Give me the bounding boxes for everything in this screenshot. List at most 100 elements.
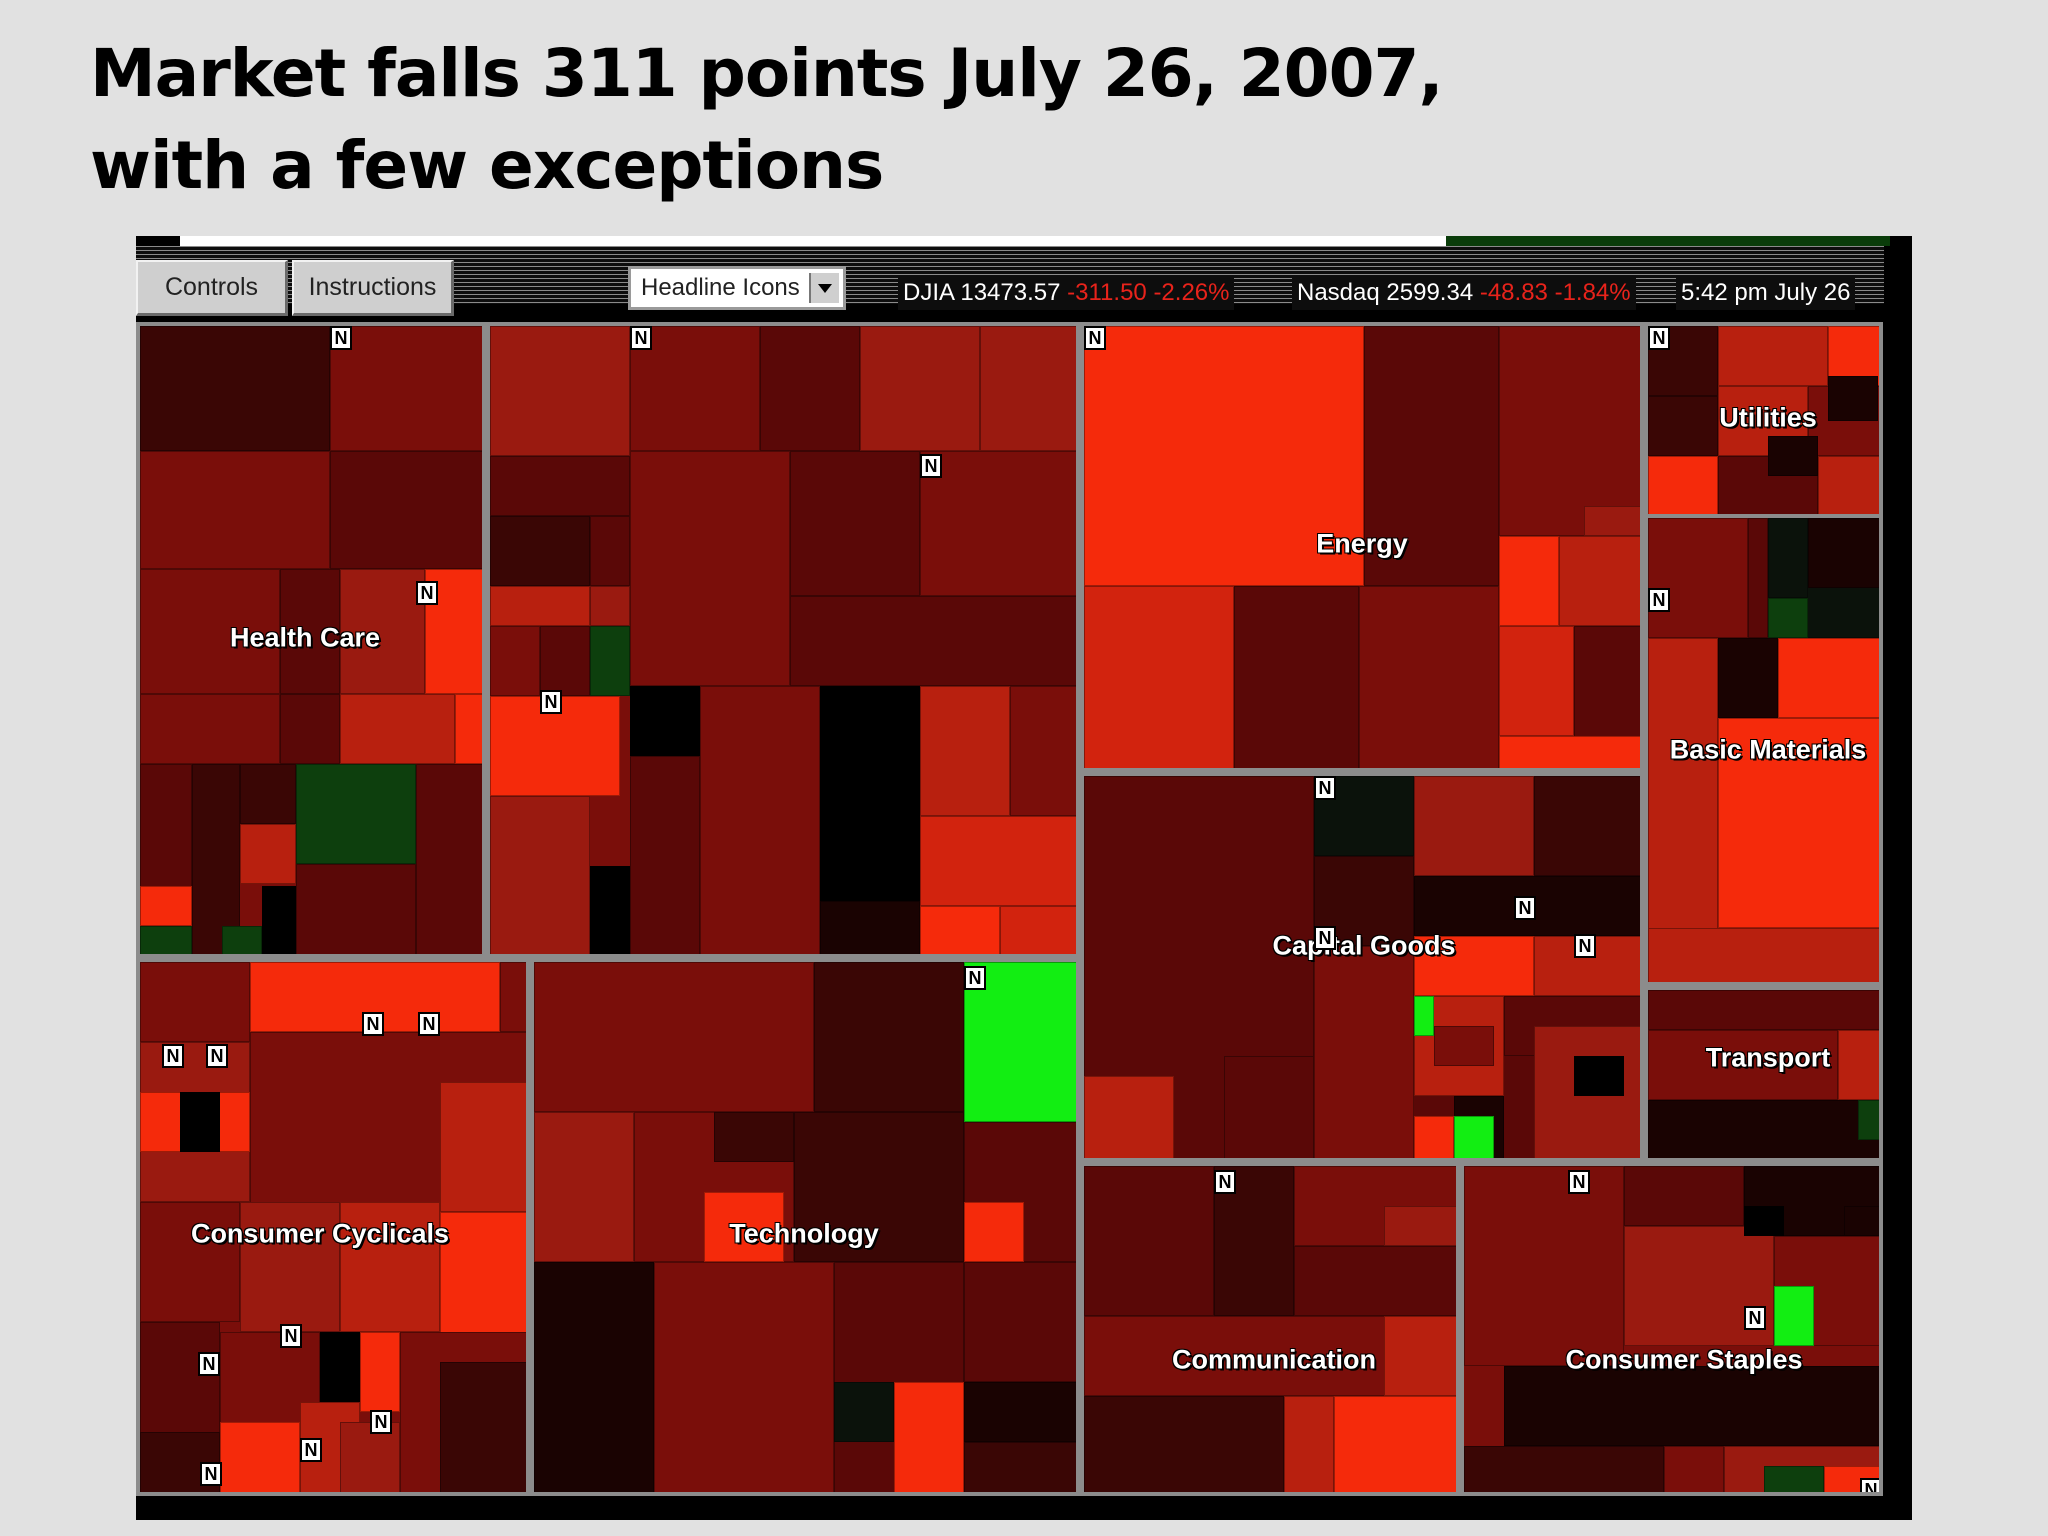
stock-cell[interactable] (240, 1202, 340, 1332)
headline-icon[interactable]: N (1314, 776, 1336, 800)
headline-icon[interactable]: N (540, 690, 562, 714)
headline-icon[interactable]: N (1648, 588, 1670, 612)
stock-cell[interactable] (440, 1362, 526, 1492)
stock-cell[interactable] (1828, 376, 1878, 421)
stock-cell[interactable] (1808, 518, 1879, 588)
stock-cell[interactable] (1844, 1206, 1879, 1236)
sector-financial[interactable]: NNNFinancial (486, 322, 1080, 958)
stock-cell[interactable] (240, 764, 296, 824)
stock-cell[interactable] (490, 326, 630, 456)
stock-cell[interactable] (192, 764, 240, 954)
stock-cell[interactable] (1648, 1030, 1838, 1100)
stock-cell[interactable] (416, 764, 482, 954)
headline-icon[interactable]: N (920, 454, 942, 478)
stock-cell[interactable] (140, 569, 280, 694)
stock-cell[interactable] (1284, 1396, 1334, 1492)
stock-cell[interactable] (1084, 1396, 1284, 1492)
stock-cell[interactable] (630, 686, 700, 756)
stock-cell[interactable] (1534, 776, 1640, 876)
stock-cell[interactable] (814, 962, 964, 1112)
stock-cell[interactable] (630, 451, 790, 686)
stock-cell[interactable] (630, 756, 700, 954)
stock-cell[interactable] (700, 686, 820, 954)
headline-icon[interactable]: N (1648, 326, 1670, 350)
stock-cell[interactable] (1744, 1206, 1784, 1236)
stock-cell[interactable] (280, 694, 340, 764)
stock-cell[interactable] (964, 1442, 1076, 1492)
stock-cell[interactable] (1434, 1026, 1494, 1066)
stock-cell[interactable] (455, 694, 482, 764)
stock-cell[interactable] (590, 516, 630, 586)
stock-cell[interactable] (794, 1112, 964, 1262)
stock-cell[interactable] (1648, 518, 1748, 638)
stock-cell[interactable] (1384, 1316, 1456, 1396)
stock-cell[interactable] (1359, 586, 1499, 768)
stock-cell[interactable] (490, 456, 630, 516)
stock-cell[interactable] (964, 1262, 1076, 1382)
stock-cell[interactable] (1648, 990, 1879, 1030)
stock-cell[interactable] (1584, 506, 1640, 536)
stock-cell[interactable] (1648, 1100, 1879, 1158)
instructions-button[interactable]: Instructions (292, 260, 454, 316)
stock-cell[interactable] (222, 926, 262, 954)
sector-technology[interactable]: N Technology (530, 958, 1080, 1496)
stock-cell[interactable] (1559, 536, 1640, 626)
stock-cell[interactable] (714, 1112, 794, 1162)
stock-cell[interactable] (1778, 638, 1879, 718)
sector-consumer-cyclicals[interactable]: N N N N N N N N N Consumer Cyclicals (136, 958, 530, 1496)
stock-cell[interactable] (1414, 936, 1534, 996)
stock-cell[interactable] (1314, 946, 1414, 1158)
stock-cell[interactable] (1664, 1446, 1724, 1492)
headline-icon[interactable]: N (200, 1462, 222, 1486)
stock-cell[interactable] (540, 626, 590, 696)
stock-cell[interactable] (340, 694, 455, 764)
headline-icon[interactable]: N (206, 1044, 228, 1068)
stock-cell[interactable] (440, 1082, 526, 1212)
stock-cell[interactable] (140, 451, 330, 569)
stock-cell[interactable] (180, 1092, 220, 1152)
headline-icon[interactable]: N (1084, 326, 1106, 350)
stock-cell[interactable] (1648, 638, 1718, 982)
stock-cell[interactable] (1000, 906, 1076, 954)
stock-cell[interactable] (1464, 1446, 1664, 1492)
stock-cell[interactable] (140, 886, 192, 926)
headline-icon[interactable]: N (630, 326, 652, 350)
stock-cell[interactable] (1718, 638, 1778, 718)
stock-cell[interactable] (1499, 326, 1640, 536)
headline-icon[interactable]: N (162, 1044, 184, 1068)
stock-cell[interactable] (1414, 776, 1534, 876)
headline-icon[interactable]: N (1514, 896, 1536, 920)
stock-cell[interactable] (140, 962, 250, 1042)
stock-cell[interactable] (140, 926, 192, 954)
stock-cell[interactable] (760, 326, 860, 451)
stock-cell[interactable] (490, 586, 590, 626)
stock-cell[interactable] (1504, 1366, 1879, 1446)
headline-icon[interactable]: N (1744, 1306, 1766, 1330)
stock-cell[interactable] (140, 1202, 240, 1322)
stock-cell[interactable] (1084, 586, 1234, 768)
stock-cell[interactable] (1648, 928, 1879, 982)
sector-consumer-staples[interactable]: N N N Consumer Staples (1460, 1162, 1883, 1496)
stock-cell[interactable] (1364, 326, 1499, 586)
stock-cell[interactable] (1464, 1166, 1624, 1366)
stock-cell[interactable] (1499, 736, 1640, 768)
headline-icon[interactable]: N (362, 1012, 384, 1036)
headline-icon[interactable]: N (198, 1352, 220, 1376)
stock-cell[interactable] (1334, 1396, 1456, 1492)
stock-cell[interactable] (704, 1192, 784, 1262)
stock-cell[interactable] (220, 1422, 300, 1492)
headline-icon[interactable]: N (370, 1410, 392, 1434)
stock-cell[interactable] (1768, 598, 1808, 638)
stock-cell[interactable] (534, 1262, 654, 1492)
chevron-down-icon[interactable] (809, 273, 839, 303)
stock-cell[interactable] (590, 866, 630, 954)
view-mode-dropdown[interactable]: Headline Icons (628, 266, 846, 310)
stock-cell[interactable] (1499, 536, 1559, 626)
sector-energy[interactable]: N Energy (1080, 322, 1644, 772)
headline-icon[interactable]: N (1214, 1170, 1236, 1194)
stock-cell[interactable] (490, 796, 590, 954)
stock-cell[interactable] (330, 326, 482, 451)
sector-communication[interactable]: N Communication (1080, 1162, 1460, 1496)
stock-cell[interactable] (140, 326, 330, 451)
stock-cell[interactable] (980, 326, 1076, 451)
